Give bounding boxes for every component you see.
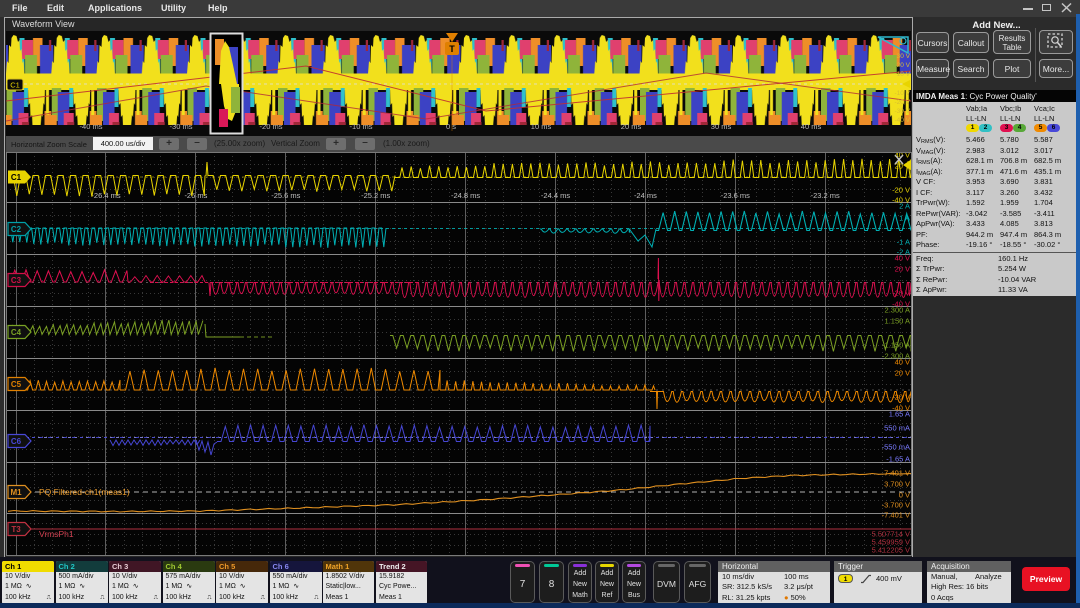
svg-text:20 V: 20 V (895, 369, 910, 378)
svg-text:T3: T3 (11, 525, 21, 534)
svg-text:20 V: 20 V (895, 265, 910, 274)
svg-text:VrmsPh1: VrmsPh1 (39, 529, 74, 539)
svg-text:-30 ms: -30 ms (170, 122, 193, 131)
svg-text:-7.401 V: -7.401 V (882, 511, 910, 520)
svg-text:-26 ms: -26 ms (184, 191, 207, 200)
svg-text:C1: C1 (10, 81, 20, 90)
svg-text:-40 ms: -40 ms (80, 122, 103, 131)
svg-text:-25.6 ms: -25.6 ms (271, 191, 300, 200)
svg-text:-26.4 ms: -26.4 ms (91, 191, 120, 200)
svg-text:-24 ms: -24 ms (634, 191, 657, 200)
svg-text:-20 V: -20 V (892, 186, 910, 195)
svg-text:-25.2 ms: -25.2 ms (361, 191, 390, 200)
svg-text:-40 V: -40 V (892, 404, 910, 413)
svg-text:1 A: 1 A (899, 214, 910, 223)
svg-text:2.300 A: 2.300 A (885, 306, 910, 315)
svg-text:C5: C5 (11, 380, 22, 389)
svg-text:-20 V: -20 V (892, 393, 910, 402)
svg-text:5.507714 V: 5.507714 V (872, 530, 910, 539)
svg-text:-10 V: -10 V (894, 90, 910, 97)
svg-text:1.150 A: 1.150 A (885, 317, 910, 326)
svg-text:-20 ms: -20 ms (260, 122, 283, 131)
svg-text:1.65 A: 1.65 A (889, 410, 910, 419)
svg-text:5.412205 V: 5.412205 V (872, 546, 910, 555)
svg-text:5.459959 V: 5.459959 V (872, 538, 910, 547)
svg-text:7.401 V: 7.401 V (884, 469, 910, 478)
svg-text:-550 mA: -550 mA (882, 443, 910, 452)
svg-text:-1.150 A: -1.150 A (882, 341, 910, 350)
svg-text:10 ms: 10 ms (531, 122, 552, 131)
svg-text:C6: C6 (11, 437, 22, 446)
svg-text:C4: C4 (11, 328, 22, 337)
svg-text:-24.8 ms: -24.8 ms (451, 191, 480, 200)
svg-text:-23.2 ms: -23.2 ms (811, 191, 840, 200)
svg-text:-10 ms: -10 ms (350, 122, 373, 131)
svg-text:550 mA: 550 mA (884, 424, 910, 433)
svg-text:20 V: 20 V (895, 162, 910, 171)
svg-text:-2.300 A: -2.300 A (882, 352, 910, 361)
svg-text:-40 V: -40 V (894, 117, 910, 124)
svg-text:40 ms: 40 ms (801, 122, 822, 131)
svg-text:0 s: 0 s (446, 122, 456, 131)
svg-text:M1: M1 (10, 488, 22, 497)
svg-text:10 V: 10 V (897, 71, 911, 78)
svg-text:30 ms: 30 ms (711, 122, 732, 131)
svg-text:20 V: 20 V (897, 62, 911, 69)
svg-text:C1: C1 (11, 173, 22, 182)
svg-text:40 V: 40 V (895, 254, 910, 263)
svg-text:-1 A: -1 A (897, 238, 910, 247)
svg-text:C2: C2 (11, 225, 22, 234)
svg-text:-23.6 ms: -23.6 ms (721, 191, 750, 200)
svg-text:3.700 V: 3.700 V (884, 480, 910, 489)
svg-text:-30 V: -30 V (894, 108, 910, 115)
svg-text:-40 V: -40 V (892, 300, 910, 309)
svg-text:-24.4 ms: -24.4 ms (541, 191, 570, 200)
svg-text:2 A: 2 A (899, 202, 910, 211)
svg-text:-20 V: -20 V (892, 289, 910, 298)
svg-text:-20 V: -20 V (894, 99, 910, 106)
svg-text:0 V: 0 V (899, 491, 910, 500)
svg-text:40 V: 40 V (895, 358, 910, 367)
svg-text:-1.65 A: -1.65 A (886, 455, 910, 464)
svg-text:20 ms: 20 ms (621, 122, 642, 131)
svg-text:T: T (449, 44, 455, 54)
svg-text:C3: C3 (11, 276, 22, 285)
svg-text:PQ:Filtered-ch1(meas1): PQ:Filtered-ch1(meas1) (39, 487, 130, 497)
svg-text:-40 V: -40 V (892, 196, 910, 205)
svg-text:-3.700 V: -3.700 V (882, 501, 910, 510)
svg-text:-2 A: -2 A (897, 248, 910, 257)
svg-text:30 V: 30 V (897, 53, 911, 60)
